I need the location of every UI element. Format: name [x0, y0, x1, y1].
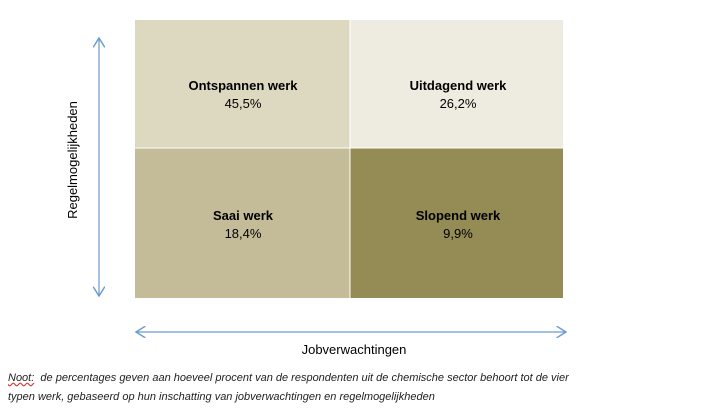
quadrant	[135, 148, 350, 298]
quadrant-value: 45,5%	[225, 96, 262, 111]
quadrant-label: Slopend werk	[416, 208, 501, 223]
x-axis-label: Jobverwachtingen	[302, 342, 407, 357]
y-axis-label: Regelmogelijkheden	[65, 101, 80, 219]
quadrant	[350, 148, 563, 298]
quadrant-value: 9,9%	[443, 226, 473, 241]
quadrant-label: Uitdagend werk	[410, 78, 508, 93]
quadrant-value: 26,2%	[440, 96, 477, 111]
note-line: Noot: de percentages geven aan hoeveel p…	[8, 372, 569, 384]
quadrant	[350, 20, 563, 148]
note-label: Noot:	[8, 372, 35, 384]
quadrant-label: Saai werk	[213, 208, 274, 223]
note-text: de percentages geven aan hoeveel procent…	[40, 372, 569, 384]
note-text: typen werk, gebaseerd op hun inschatting…	[8, 391, 435, 403]
quadrant	[135, 20, 350, 148]
quadrant-label: Ontspannen werk	[188, 78, 298, 93]
quadrant-value: 18,4%	[225, 226, 262, 241]
